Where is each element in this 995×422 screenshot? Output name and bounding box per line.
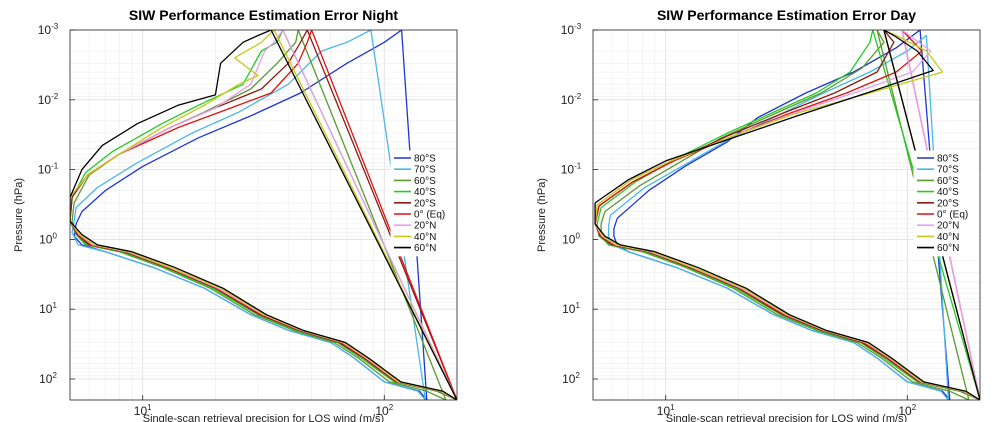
y-tick-label: 10-2	[38, 92, 59, 107]
y-tick-label: 10-1	[561, 162, 582, 177]
axes-box	[592, 29, 981, 401]
x-axis-label: Single-scan retrieval precision for LOS …	[143, 413, 384, 422]
series-group	[70, 30, 457, 400]
x-tick-label: 102	[898, 403, 916, 418]
chart-title: SIW Performance Estimation Error Day	[657, 7, 916, 23]
x-tick-label: 101	[134, 403, 152, 418]
y-tick-label: 101	[39, 301, 57, 316]
y-tick-label: 102	[562, 371, 580, 386]
legend-label: 60°S	[937, 176, 959, 187]
x-axis-label: Single-scan retrieval precision for LOS …	[666, 413, 907, 422]
y-tick-label: 100	[562, 231, 580, 246]
axes-box	[69, 29, 458, 401]
legend: 80°S70°S60°S40°S20°S0° (Eq)20°N40°N60°N	[390, 150, 456, 257]
x-tick-label: 102	[375, 403, 393, 418]
y-tick-label: 10-1	[38, 162, 59, 177]
y-axis-label: Pressure (hPa)	[536, 178, 548, 252]
legend: 80°S70°S60°S40°S20°S0° (Eq)20°N40°N60°N	[913, 150, 979, 257]
y-tick-label: 102	[39, 371, 57, 386]
series-line-8	[70, 30, 457, 400]
series-line-8	[594, 30, 980, 400]
chart-panel-1: 101 102 10-3 10-2 10-1 100 101 102 SIW Performan…	[13, 7, 458, 422]
legend-label: 60°S	[414, 176, 436, 187]
y-tick-label: 10-3	[38, 22, 59, 37]
legend-label: 70°S	[414, 165, 436, 176]
legend-label: 40°N	[414, 232, 436, 243]
series-line-1	[71, 30, 427, 400]
legend-label: 20°N	[937, 221, 959, 232]
legend-label: 70°S	[937, 165, 959, 176]
legend-label: 80°S	[414, 154, 436, 165]
y-axis-label: Pressure (hPa)	[13, 178, 25, 252]
y-tick-label: 100	[39, 231, 57, 246]
legend-label: 40°S	[937, 187, 959, 198]
legend-label: 20°S	[414, 198, 436, 209]
series-group	[594, 30, 980, 400]
legend-label: 0° (Eq)	[937, 210, 968, 221]
legend-label: 20°S	[937, 198, 959, 209]
chart-title: SIW Performance Estimation Error Night	[129, 7, 398, 23]
legend-label: 60°N	[937, 243, 959, 254]
x-tick-label: 101	[657, 403, 675, 418]
y-tick-label: 10-2	[561, 92, 582, 107]
chart-panel-2: 101 102 10-3 10-2 10-1 100 101 102 SIW Performan…	[536, 7, 981, 422]
legend-label: 40°N	[937, 232, 959, 243]
legend-label: 40°S	[414, 187, 436, 198]
legend-label: 20°N	[414, 221, 436, 232]
legend-label: 0° (Eq)	[414, 210, 445, 221]
legend-label: 80°S	[937, 154, 959, 165]
legend-label: 60°N	[414, 243, 436, 254]
y-tick-label: 101	[562, 301, 580, 316]
y-tick-label: 10-3	[561, 22, 582, 37]
